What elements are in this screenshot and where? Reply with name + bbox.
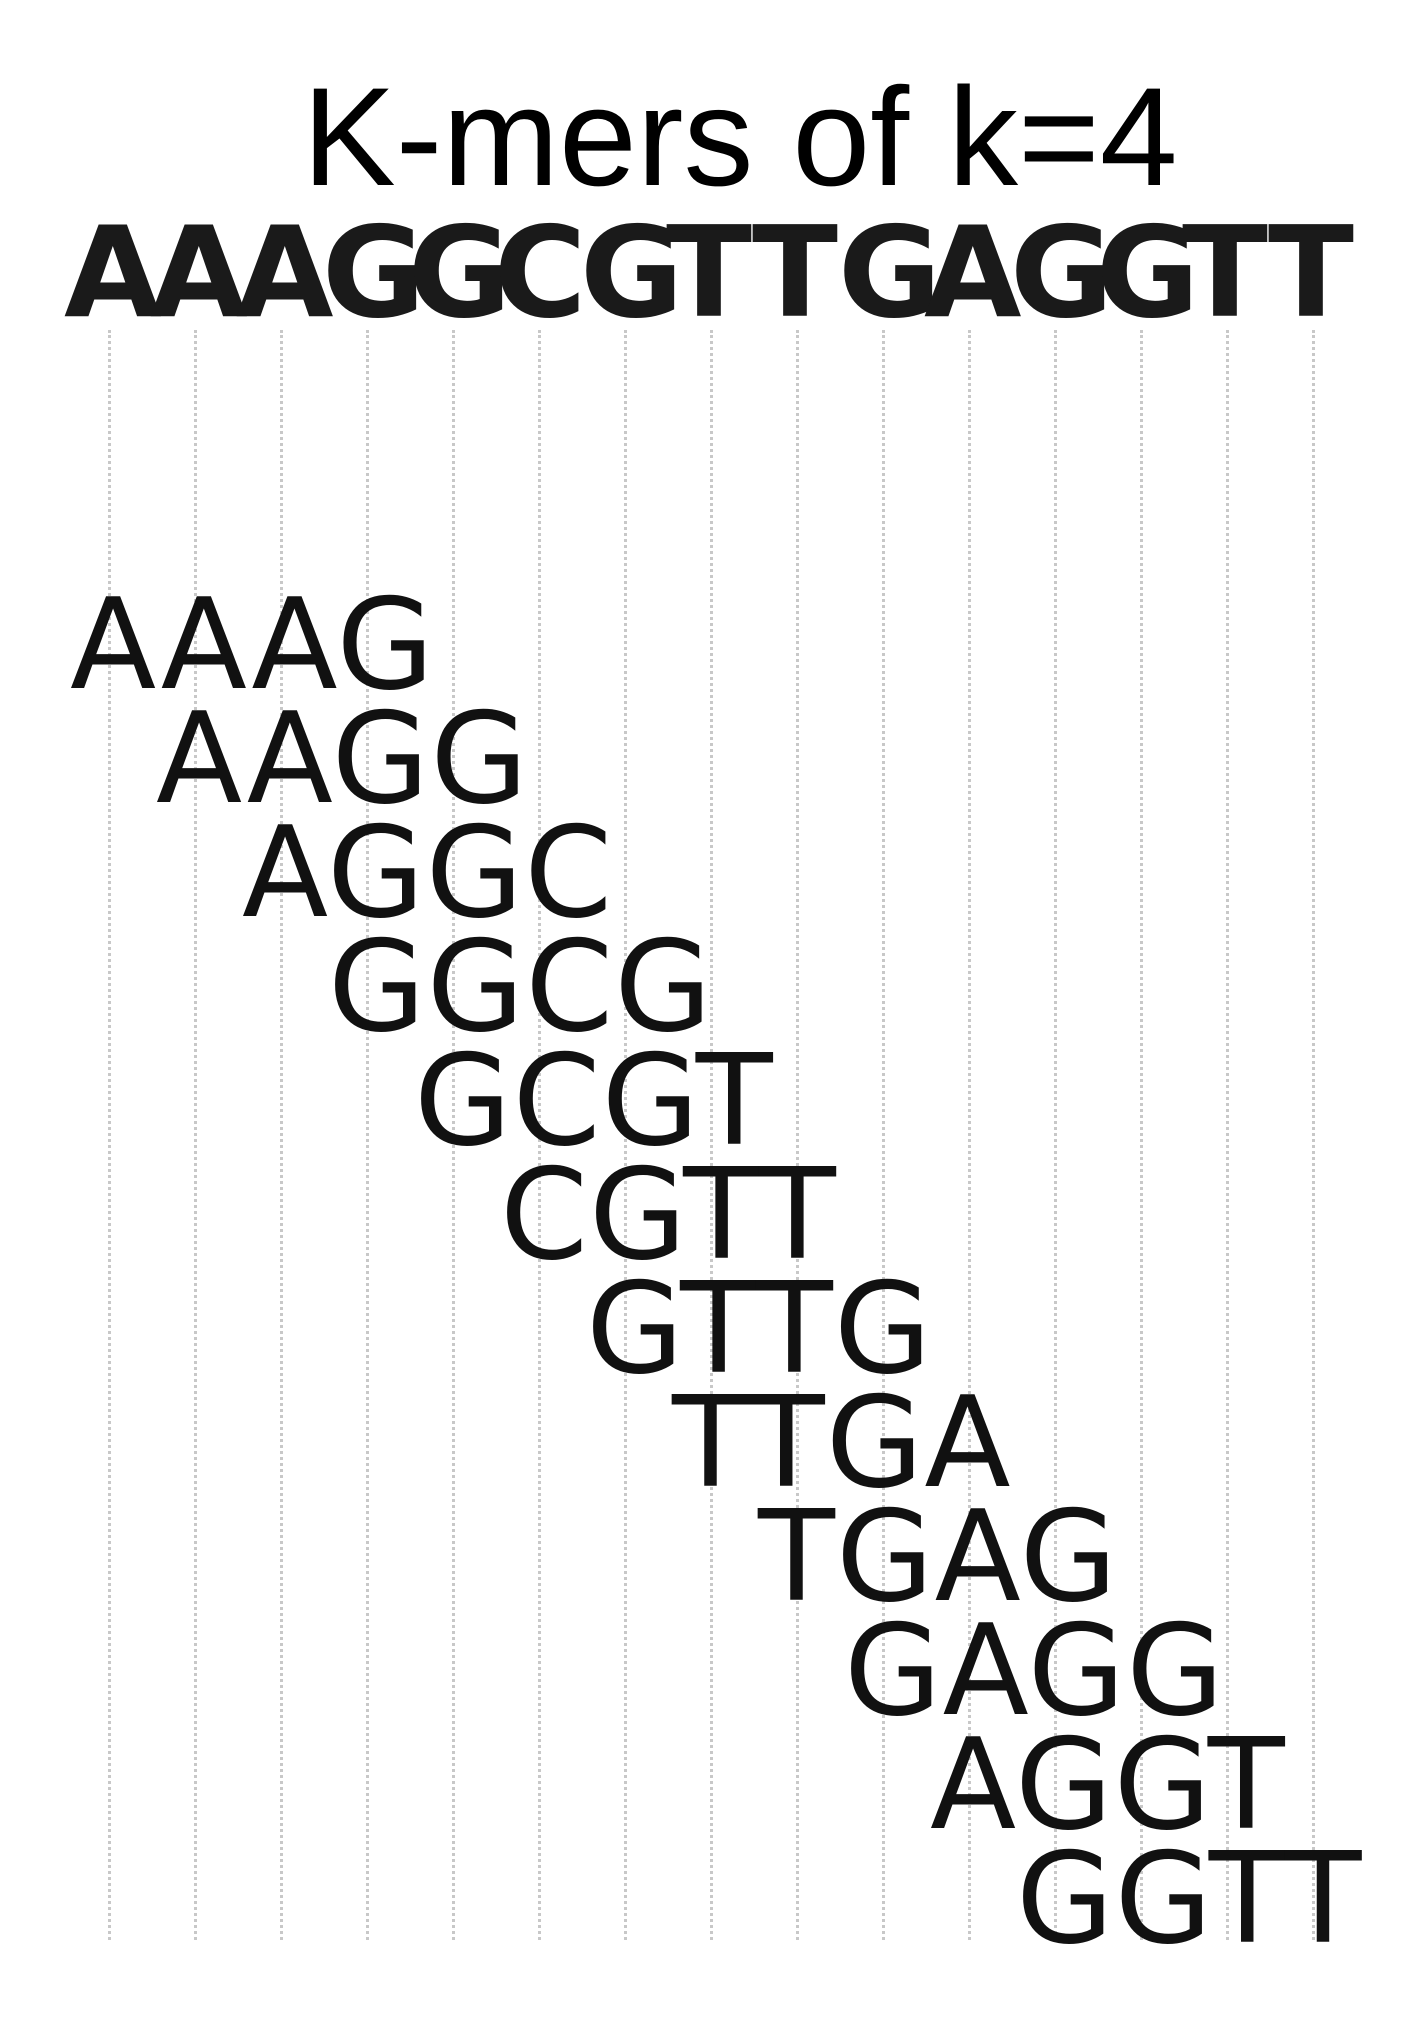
column-guide-line: [538, 330, 541, 1940]
column-guide-line: [194, 330, 197, 1940]
column-guide-line: [1140, 330, 1143, 1940]
column-guide-line: [452, 330, 455, 1940]
kmer-row: CGTT: [500, 1141, 837, 1288]
kmer-row: AGGC: [242, 799, 614, 946]
kmer-row: GCGT: [414, 1027, 774, 1174]
column-guide-line: [624, 330, 627, 1940]
column-guide-line: [1226, 330, 1229, 1940]
kmer-row: GAGG: [844, 1597, 1225, 1744]
kmer-row: GTTG: [586, 1255, 933, 1402]
kmer-row: GGCG: [328, 913, 713, 1060]
sequence-base: G: [1010, 199, 1114, 346]
sequence-base: T: [666, 199, 752, 346]
sequence-base: G: [408, 199, 512, 346]
sequence-base: T: [1182, 199, 1268, 346]
column-guide-line: [1054, 330, 1057, 1940]
sequence-base: C: [494, 199, 587, 346]
kmer-row: AAAG: [70, 571, 436, 718]
column-guide-line: [108, 330, 111, 1940]
kmer-row: GGTT: [1016, 1825, 1363, 1972]
sequence-base: T: [1268, 199, 1354, 346]
column-guide-line: [796, 330, 799, 1940]
diagram-title: K-mers of k=4: [302, 58, 1178, 215]
sequence-base: G: [322, 199, 426, 346]
column-guide-line: [882, 330, 885, 1940]
column-guide-line: [968, 330, 971, 1940]
sequence-base: T: [752, 199, 838, 346]
column-guide-line: [280, 330, 283, 1940]
sequence-base: A: [924, 199, 1022, 346]
column-guide-line: [1312, 330, 1315, 1940]
sequence-base: A: [236, 199, 334, 346]
sequence-base: A: [150, 199, 248, 346]
kmer-row: AGGT: [930, 1711, 1286, 1858]
sequence-base: G: [838, 199, 942, 346]
kmer-row: AAGG: [156, 685, 529, 832]
column-guide-line: [366, 330, 369, 1940]
sequence-base: A: [64, 199, 162, 346]
sequence-base: G: [580, 199, 684, 346]
column-guide-line: [710, 330, 713, 1940]
kmer-row: TTGA: [672, 1369, 1012, 1516]
sequence-base: G: [1096, 199, 1200, 346]
kmer-row: TGAG: [758, 1483, 1119, 1630]
